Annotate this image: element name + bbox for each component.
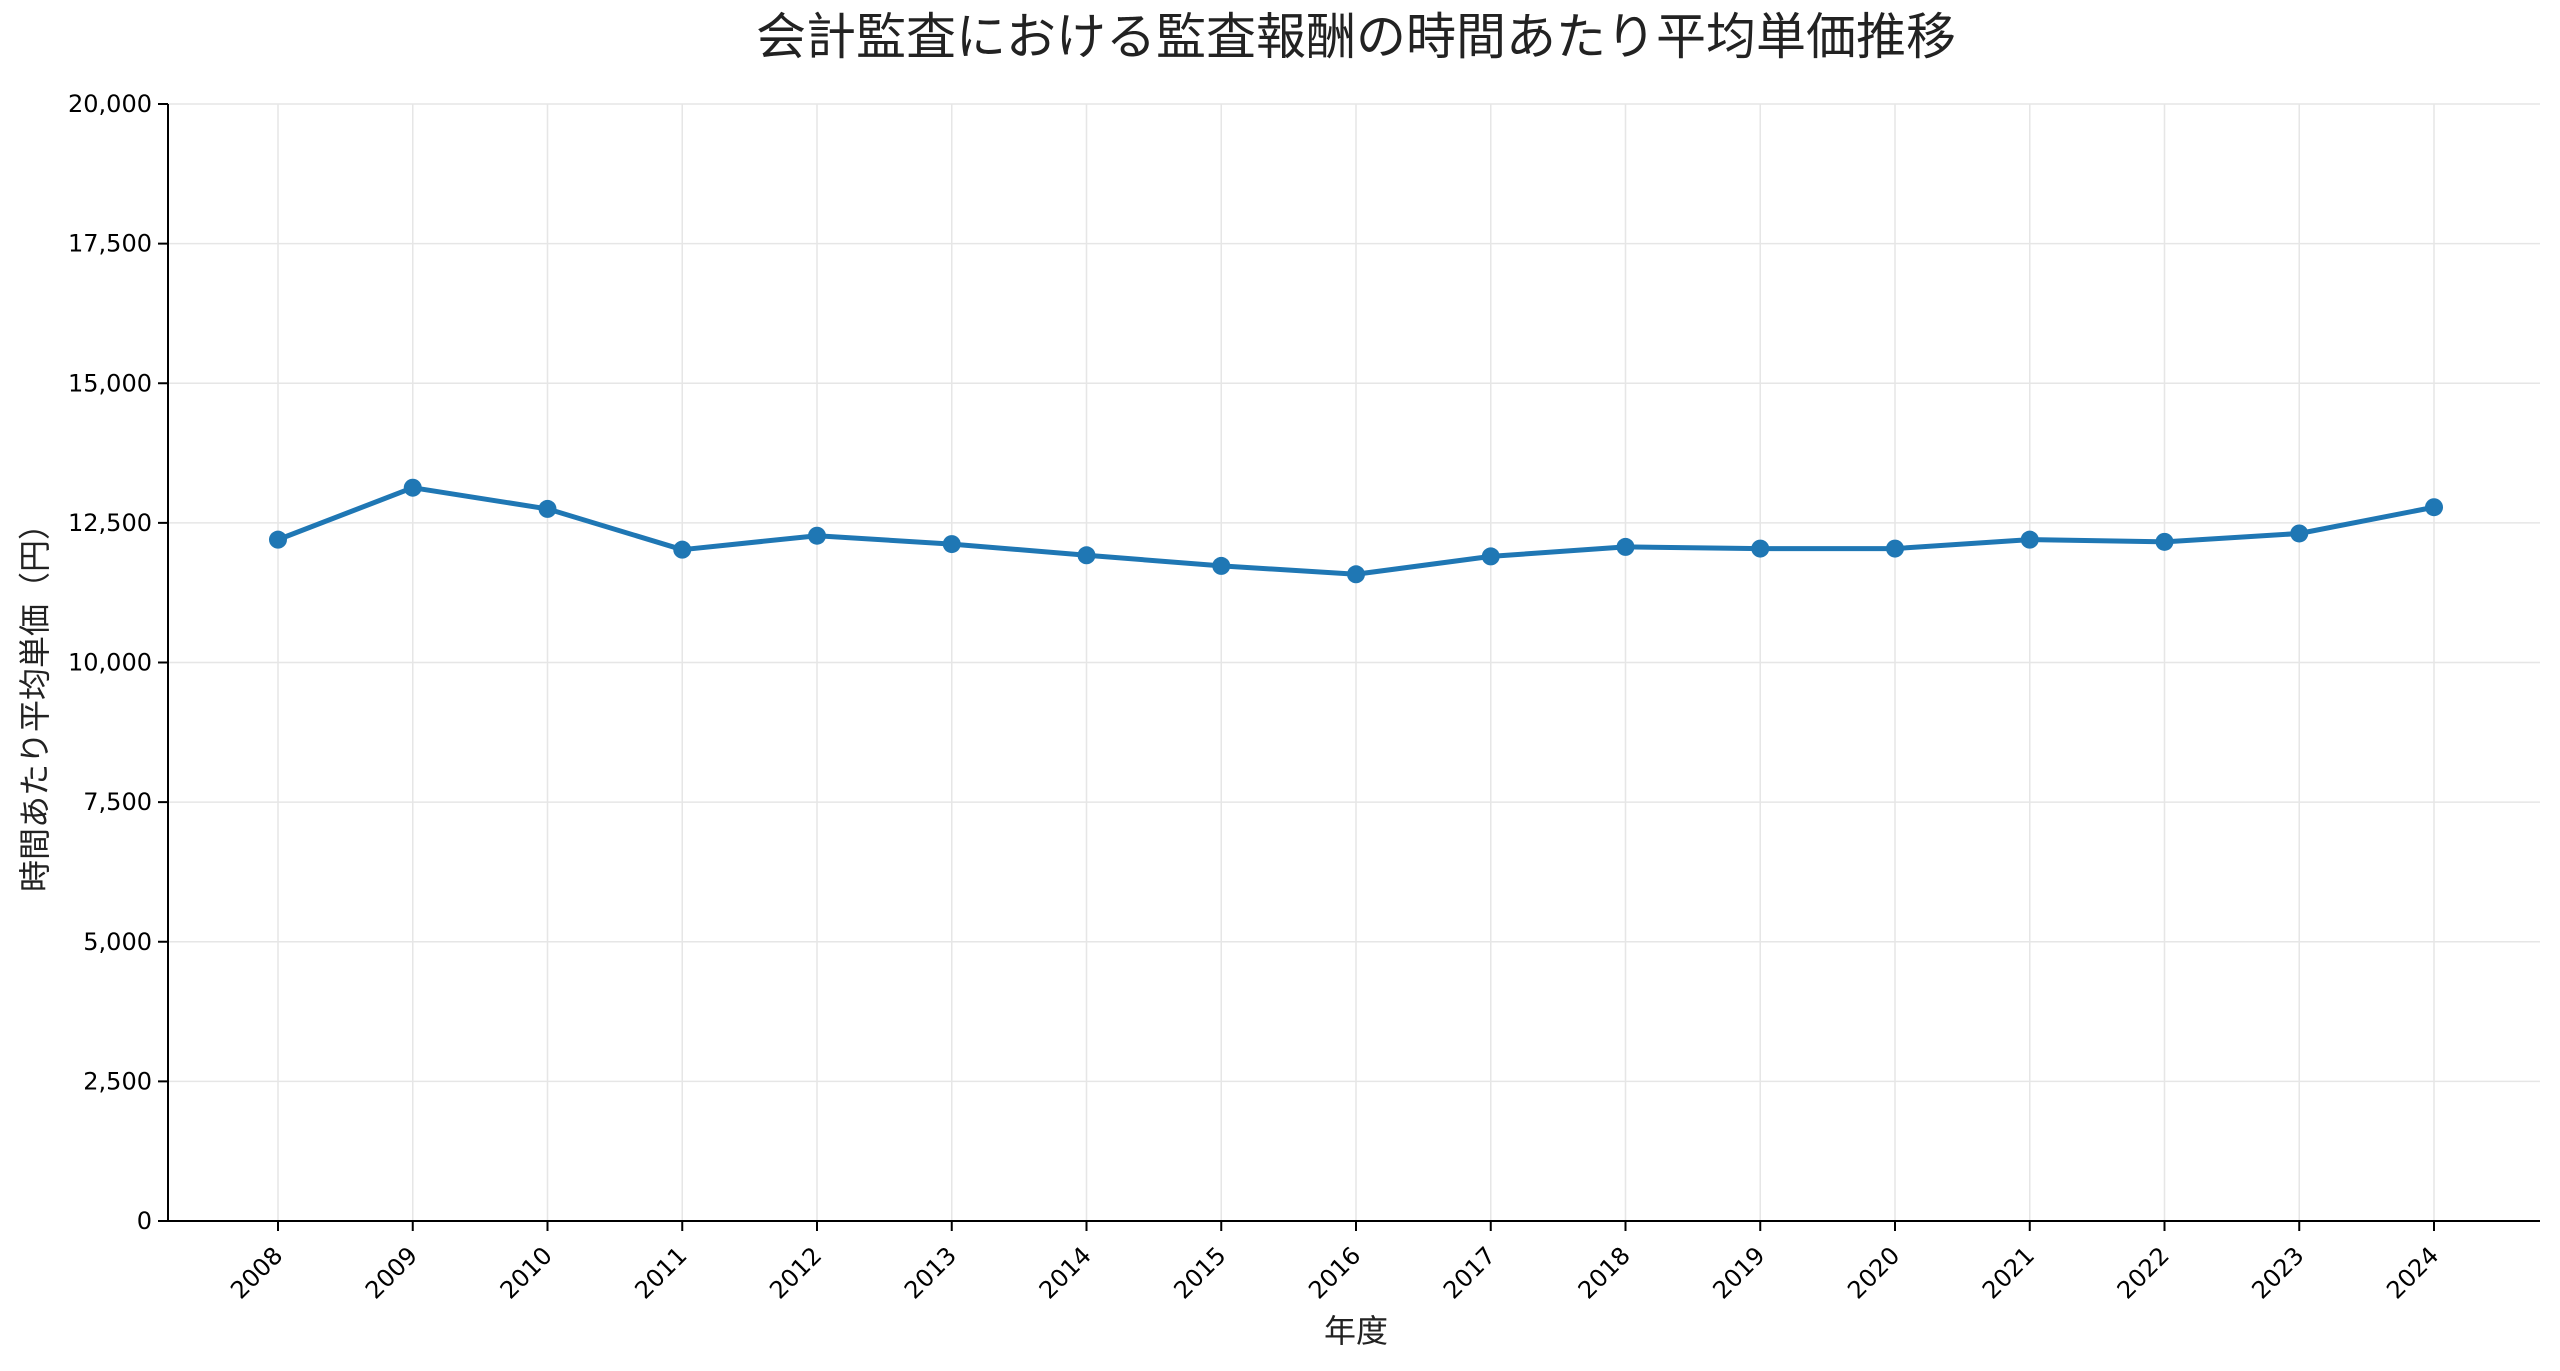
- y-tick-label: 15,000: [68, 369, 152, 397]
- grid-layer: [168, 103, 2540, 1222]
- data-point: [673, 540, 692, 559]
- x-tick-label: 2010: [495, 1241, 558, 1304]
- x-tick-label: 2016: [1303, 1241, 1366, 1304]
- x-tick-label: 2013: [899, 1241, 962, 1304]
- x-tick-label: 2022: [2112, 1241, 2175, 1304]
- data-point: [2425, 498, 2443, 517]
- y-tick-label: 5,000: [83, 928, 152, 956]
- data-point: [1347, 565, 1365, 584]
- x-tick-label: 2019: [1708, 1241, 1771, 1304]
- x-axis-label: 年度: [1324, 1312, 1388, 1350]
- x-tick-label: 2011: [630, 1241, 693, 1304]
- series-layer: [269, 478, 2443, 584]
- y-tick-label: 2,500: [83, 1067, 152, 1095]
- y-axis-label: 時間あたり平均単価（円）: [16, 508, 54, 892]
- x-tick-label: 2024: [2381, 1241, 2444, 1304]
- x-tick-label: 2008: [225, 1241, 288, 1304]
- x-tick-label: 2012: [764, 1241, 827, 1304]
- x-tick-label: 2015: [1169, 1241, 1232, 1304]
- data-point: [1751, 539, 1770, 558]
- y-tick-label: 10,000: [68, 649, 152, 677]
- x-tick-label: 2009: [360, 1241, 423, 1304]
- x-tick-label: 2014: [1034, 1241, 1097, 1304]
- data-point: [1481, 547, 1500, 566]
- x-tick-label: 2023: [2247, 1241, 2310, 1304]
- data-point: [403, 478, 422, 497]
- y-tick-label: 12,500: [68, 509, 152, 537]
- x-tick-label: 2018: [1573, 1241, 1636, 1304]
- x-tick-label: 2021: [1977, 1241, 2040, 1304]
- data-point: [2290, 524, 2309, 543]
- data-point: [538, 499, 557, 518]
- data-point: [1616, 537, 1635, 556]
- data-point: [1886, 539, 1904, 558]
- data-point: [1077, 546, 1096, 565]
- y-tick-label: 20,000: [68, 90, 152, 118]
- data-point: [942, 535, 961, 554]
- data-point: [808, 526, 826, 545]
- x-tick-label: 2017: [1438, 1241, 1501, 1304]
- data-point: [1212, 556, 1231, 575]
- chart-title: 会計監査における監査報酬の時間あたり平均単価推移: [756, 8, 1956, 66]
- data-point: [2020, 530, 2039, 549]
- y-tick-label: 7,500: [83, 788, 152, 816]
- ticks-layer: 0 2,500 5,000 7,500 10,000 12,500 15,000 17,500…: [68, 90, 2444, 1304]
- y-tick-label: 17,500: [68, 230, 152, 258]
- x-tick-label: 2020: [1842, 1241, 1905, 1304]
- y-tick-label: 0: [137, 1207, 152, 1235]
- data-point: [2155, 532, 2174, 551]
- data-point: [269, 530, 287, 549]
